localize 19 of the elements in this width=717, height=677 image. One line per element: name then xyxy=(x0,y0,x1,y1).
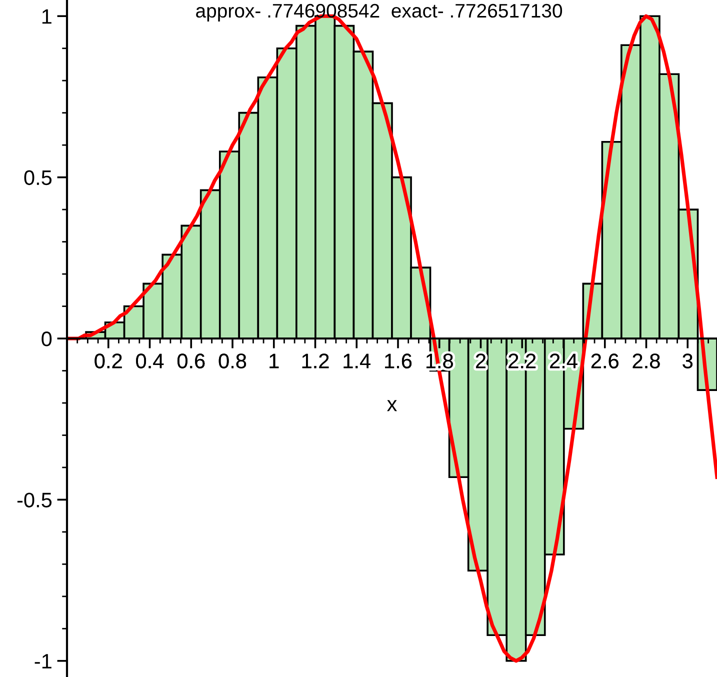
x-tick-label: 1 xyxy=(270,354,279,368)
y-tick-label: -1 xyxy=(34,654,52,668)
x-tick-label: 0.8 xyxy=(218,354,246,368)
chart-title: approx- .7746908542 exact- .7726517130 xyxy=(196,4,562,22)
x-axis-title: x xyxy=(387,400,397,412)
x-tick-label: 1.6 xyxy=(385,354,412,368)
y-tick-label: 1 xyxy=(42,9,52,24)
x-tick-label: 3 xyxy=(682,354,692,368)
x-tick-label: 1.4 xyxy=(344,354,370,368)
x-tick-label: 2.6 xyxy=(591,354,618,368)
y-tick-label: 0.5 xyxy=(24,170,52,186)
x-tick-label: 2.8 xyxy=(632,354,660,368)
x-tick-label: 0.2 xyxy=(94,354,122,368)
x-tick-label: 0.6 xyxy=(177,354,205,368)
x-tick-label: 0.4 xyxy=(136,354,164,368)
y-tick-label: 0 xyxy=(42,332,52,346)
y-tick-label: -0.5 xyxy=(17,492,52,508)
x-tick-label: 2 xyxy=(476,354,486,368)
x-tick-label: 1.2 xyxy=(302,354,329,368)
